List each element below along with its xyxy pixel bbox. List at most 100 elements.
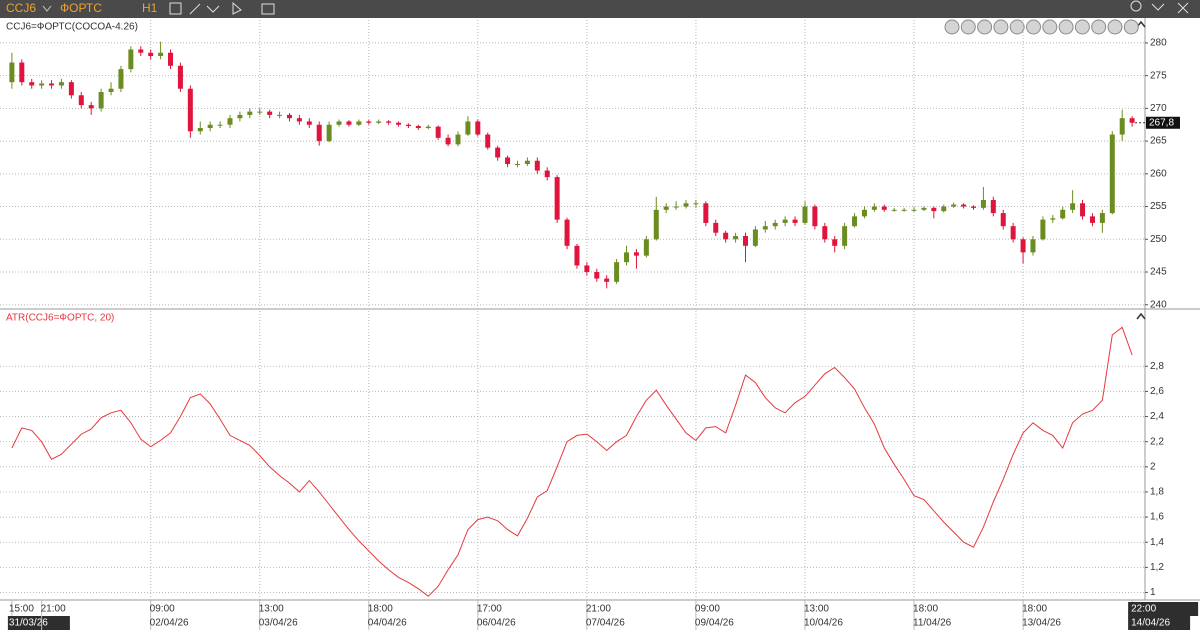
candle-body xyxy=(88,105,94,109)
nav-button[interactable] xyxy=(1123,19,1139,35)
x-tick-label: 09:00 xyxy=(150,604,175,615)
y-tick-label: 260 xyxy=(1150,168,1167,179)
y-tick-label: 2,8 xyxy=(1150,361,1164,372)
toolbar xyxy=(0,0,1200,18)
candle-body xyxy=(653,209,659,240)
candle-body xyxy=(614,262,620,282)
x-tick-date: 11/04/26 xyxy=(913,618,952,629)
candle-body xyxy=(1060,209,1066,219)
candle-body xyxy=(138,49,144,53)
candle-body xyxy=(247,111,253,115)
candle-body xyxy=(187,88,193,132)
candle-body xyxy=(465,121,471,135)
candle-body xyxy=(752,229,758,246)
x-tick-label: 13:00 xyxy=(804,604,829,615)
candle-body xyxy=(574,245,580,266)
candle-body xyxy=(1080,203,1086,217)
y-tick-label: 1 xyxy=(1150,587,1156,598)
candle-body xyxy=(58,82,64,86)
x-tick-date: 10/04/26 xyxy=(804,618,843,629)
exchange: ФОРТС xyxy=(60,1,102,15)
candle-body xyxy=(812,206,818,227)
candle-body xyxy=(990,200,996,214)
last-price-label: 267,8 xyxy=(1149,117,1174,128)
candle-body xyxy=(941,206,947,212)
candle-body xyxy=(267,111,273,115)
candle-body xyxy=(286,114,292,119)
candle-body xyxy=(257,111,263,113)
candle-body xyxy=(128,49,134,70)
candle-body xyxy=(792,219,798,223)
y-tick-label: 2,4 xyxy=(1150,411,1164,422)
icon-collapse[interactable] xyxy=(1151,3,1165,11)
candle-body xyxy=(713,222,719,233)
candle-body xyxy=(376,121,382,123)
candle-body xyxy=(1089,216,1095,223)
candle-body xyxy=(19,62,25,83)
candle-body xyxy=(762,226,768,230)
candle-body xyxy=(633,252,639,256)
icon-window[interactable] xyxy=(261,3,275,15)
price-pane-title: CCJ6=ФОРТС(COCOA-4.26) xyxy=(6,22,138,33)
candle-body xyxy=(495,147,501,158)
y-tick-label: 1,6 xyxy=(1150,512,1164,523)
candle-body xyxy=(217,124,223,126)
candle-body xyxy=(475,121,481,135)
symbol[interactable]: CCJ6 xyxy=(6,1,36,15)
candle-body xyxy=(683,203,689,207)
x-tick-date: 14/04/26 xyxy=(1131,618,1170,629)
atr-pane-title: ATR(CCJ6=ФОРТС, 20) xyxy=(6,313,114,324)
nav-button[interactable] xyxy=(977,19,993,35)
navigation-buttons xyxy=(944,19,1139,35)
atr-line xyxy=(11,326,1133,597)
icon-dollar[interactable] xyxy=(1130,0,1142,12)
nav-button[interactable] xyxy=(1058,19,1074,35)
x-tick-highlight xyxy=(1128,602,1199,616)
candle-body xyxy=(356,121,362,125)
candle-body xyxy=(881,206,887,210)
icon-close[interactable] xyxy=(1177,2,1189,14)
icon-candles[interactable] xyxy=(169,2,182,15)
candle-body xyxy=(544,170,550,178)
candle-body xyxy=(78,95,84,106)
candle-body xyxy=(386,121,392,123)
pane-collapse[interactable] xyxy=(1136,312,1146,320)
x-tick-label: 17:00 xyxy=(477,604,502,615)
candle-body xyxy=(693,203,699,205)
icon-cursor[interactable] xyxy=(232,1,242,15)
nav-button[interactable] xyxy=(1091,19,1107,35)
dropdown-arrow[interactable] xyxy=(42,5,52,12)
nav-button[interactable] xyxy=(960,19,976,35)
nav-button[interactable] xyxy=(993,19,1009,35)
candle-body xyxy=(564,219,570,246)
nav-button[interactable] xyxy=(944,19,960,35)
icon-draw[interactable] xyxy=(189,3,201,15)
candle-body xyxy=(405,124,411,127)
candle-body xyxy=(455,134,461,145)
nav-button[interactable] xyxy=(1107,19,1123,35)
candle-body xyxy=(524,160,530,164)
nav-button[interactable] xyxy=(1009,19,1025,35)
candle-body xyxy=(207,124,213,128)
nav-button[interactable] xyxy=(1026,19,1041,35)
timeframe[interactable]: H1 xyxy=(142,1,158,15)
candle-body xyxy=(1010,226,1016,240)
candle-body xyxy=(108,88,114,92)
nav-button[interactable] xyxy=(1074,19,1090,35)
candle-body xyxy=(802,206,808,223)
candle-body xyxy=(168,52,174,66)
candle-body xyxy=(742,236,748,246)
candle-body xyxy=(891,209,897,211)
candle-body xyxy=(39,83,45,86)
candle-body xyxy=(723,232,729,240)
nav-button[interactable] xyxy=(1042,19,1058,35)
candle-body xyxy=(277,114,283,116)
y-tick-label: 275 xyxy=(1150,70,1167,81)
candle-body xyxy=(435,126,441,138)
candle-body xyxy=(782,219,788,223)
x-tick-label: 21:00 xyxy=(586,604,611,615)
icon-zigzag[interactable] xyxy=(206,5,220,13)
y-tick-label: 1,2 xyxy=(1150,562,1164,573)
